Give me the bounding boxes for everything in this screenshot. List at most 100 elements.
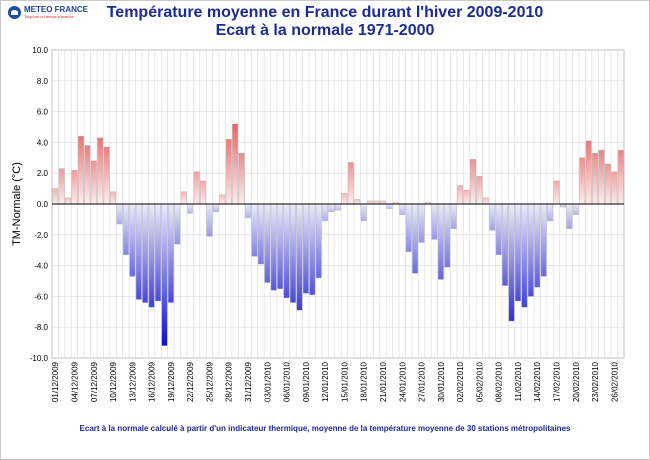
bar [405, 203, 412, 252]
x-tick-label: 07/12/2009 [90, 361, 99, 402]
x-tick-label: 12/01/2010 [321, 361, 330, 402]
bar [264, 203, 271, 283]
bar [521, 203, 528, 308]
logo-tagline: Toujours un temps d'avance [24, 14, 74, 19]
x-tick-label: 25/12/2009 [205, 361, 214, 402]
bar [592, 152, 598, 205]
bar [412, 203, 419, 274]
bar [302, 203, 309, 294]
x-tick-label: 14/02/2010 [533, 361, 542, 402]
bar [225, 139, 232, 205]
x-tick-label: 17/02/2010 [553, 361, 562, 402]
bar [103, 146, 110, 205]
bar [110, 191, 116, 205]
bar [476, 176, 483, 205]
x-tick-label: 19/12/2009 [167, 361, 176, 402]
y-tick-label: -4.0 [34, 262, 48, 271]
bar [322, 203, 329, 222]
x-tick-label: 26/02/2010 [610, 361, 619, 402]
bar [238, 152, 245, 205]
bar [129, 203, 136, 277]
x-tick-label: 10/12/2009 [109, 361, 118, 402]
x-tick-label: 18/01/2010 [360, 361, 369, 402]
meteo-france-logo-icon [8, 6, 21, 19]
bar [611, 171, 618, 205]
bar [598, 149, 605, 205]
bar [90, 160, 97, 205]
y-tick-label: -6.0 [34, 292, 48, 301]
bar [527, 203, 534, 297]
bar [257, 203, 264, 265]
bar [470, 159, 476, 205]
bar [97, 137, 104, 205]
bar [534, 203, 541, 288]
bar [283, 203, 290, 299]
x-tick-label: 11/02/2010 [514, 361, 523, 401]
bar [585, 140, 592, 205]
bar [200, 180, 206, 205]
bar [232, 123, 239, 205]
bar [508, 203, 515, 322]
bar [167, 203, 174, 303]
y-axis-label: TM-Normale (°C) [11, 162, 23, 246]
bar [450, 203, 457, 229]
x-tick-label: 02/02/2010 [456, 361, 465, 402]
bar [251, 203, 258, 257]
bar [540, 203, 547, 277]
bar [193, 171, 200, 205]
y-tick-label: 6.0 [37, 108, 49, 117]
bar [502, 203, 509, 286]
y-tick-label: -2.0 [34, 231, 48, 240]
bar [116, 203, 123, 225]
bar [579, 157, 586, 205]
x-tick-label: 15/01/2010 [340, 361, 349, 402]
x-tick-label: 23/02/2010 [591, 361, 600, 402]
bar [135, 203, 142, 300]
x-tick-label: 01/12/2009 [51, 361, 60, 402]
x-tick-label: 30/01/2010 [437, 361, 446, 402]
bar [386, 203, 393, 209]
bar [495, 203, 502, 256]
x-tick-label: 08/02/2010 [495, 361, 504, 402]
bar [399, 203, 406, 215]
x-tick-label: 09/01/2010 [302, 361, 311, 402]
x-tick-label: 28/12/2009 [225, 361, 234, 402]
bar [431, 203, 438, 240]
bar [52, 188, 59, 205]
bar [206, 203, 213, 237]
bar [142, 203, 149, 303]
bar [347, 162, 354, 205]
logo-name: METEO FRANCE [24, 5, 88, 14]
bar [277, 203, 284, 289]
bar [161, 203, 168, 346]
bar [122, 203, 129, 256]
chart-subtitle: Ecart à la normale 1971-2000 [215, 22, 435, 39]
x-tick-label: 22/12/2009 [186, 361, 195, 402]
bar [155, 203, 161, 302]
bar [482, 197, 489, 205]
bar [354, 199, 361, 205]
bar [444, 203, 451, 268]
bar [84, 145, 91, 205]
bar [335, 203, 341, 211]
x-tick-label: 31/12/2009 [244, 361, 253, 402]
bar [180, 191, 187, 205]
bar [309, 203, 316, 296]
bar [489, 203, 496, 231]
bar [547, 203, 554, 222]
chart-footnote: Ecart à la normale calculé à partir d'un… [79, 424, 571, 433]
bar [605, 163, 611, 205]
x-tick-label: 13/12/2009 [128, 361, 137, 402]
bar [463, 189, 470, 205]
bar [328, 203, 335, 212]
bar [187, 203, 194, 214]
meteo-france-logo: METEO FRANCE Toujours un temps d'avance [8, 5, 88, 21]
y-tick-label: 4.0 [37, 138, 49, 147]
bar [65, 197, 71, 205]
x-tick-label: 21/01/2010 [379, 361, 388, 402]
bar [245, 203, 251, 219]
y-tick-label: 8.0 [37, 77, 49, 86]
bar [212, 203, 219, 212]
x-tick-label: 16/12/2009 [148, 361, 157, 402]
